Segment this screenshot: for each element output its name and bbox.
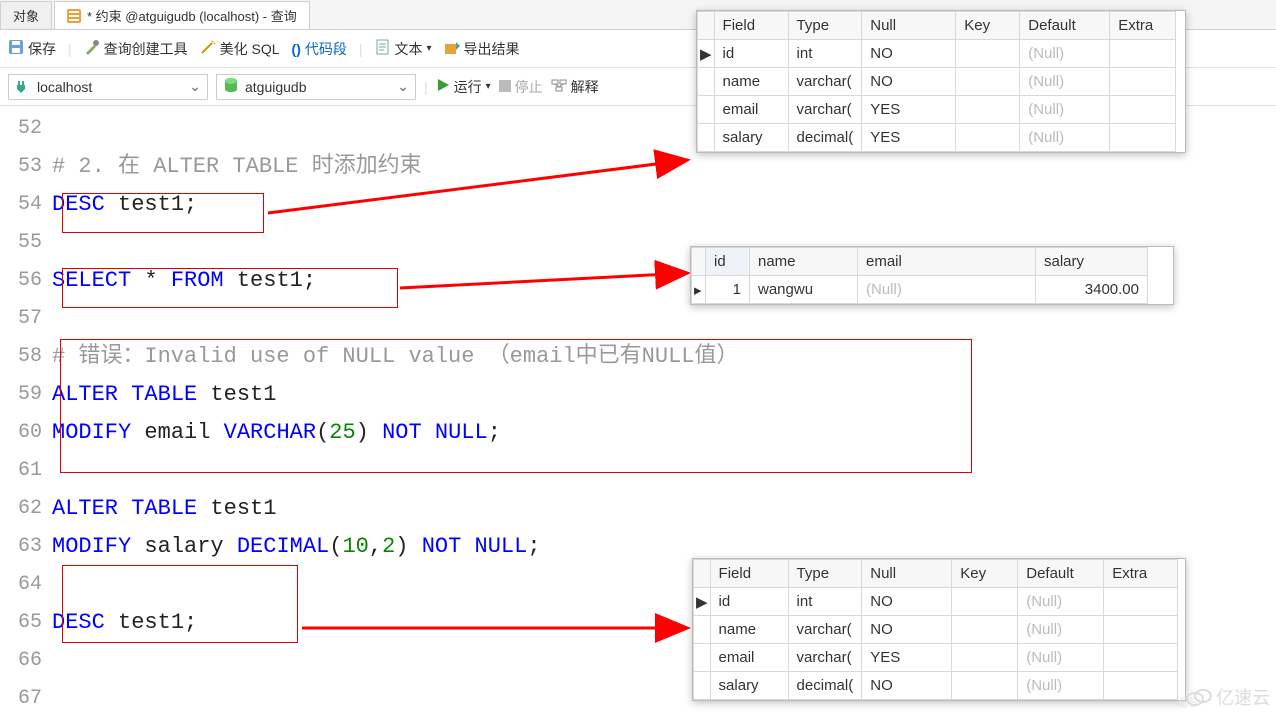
- highlight-box: [62, 268, 398, 308]
- col-header[interactable]: Field: [714, 12, 788, 40]
- highlight-box: [62, 193, 264, 233]
- tool-icon: [84, 39, 100, 58]
- label: 美化 SQL: [220, 39, 280, 59]
- save-button[interactable]: 保存: [8, 39, 56, 59]
- table-row[interactable]: emailvarchar(YES(Null): [698, 96, 1176, 124]
- wand-icon: [200, 39, 216, 58]
- label: 文本: [395, 39, 423, 59]
- db-icon: [223, 77, 239, 96]
- watermark: 亿速云: [1186, 684, 1270, 710]
- label: 代码段: [305, 39, 347, 59]
- play-icon: [436, 78, 450, 95]
- table-row[interactable]: namevarchar(NO(Null): [694, 616, 1178, 644]
- export-button[interactable]: 导出结果: [444, 39, 520, 59]
- value: localhost: [37, 79, 92, 95]
- chevron-down-icon: ⌄: [397, 78, 409, 95]
- export-icon: [444, 39, 460, 58]
- highlight-box: [60, 339, 972, 473]
- connection-select[interactable]: localhost ⌄: [8, 74, 208, 100]
- stop-icon: [499, 79, 511, 95]
- col-header[interactable]: Type: [788, 12, 862, 40]
- table-row[interactable]: ▸1wangwu(Null)3400.00: [692, 276, 1148, 304]
- doc-icon: [375, 39, 391, 58]
- table-row[interactable]: namevarchar(NO(Null): [698, 68, 1176, 96]
- plug-icon: [15, 77, 31, 96]
- label: 导出结果: [464, 39, 520, 59]
- table-icon: [67, 9, 81, 23]
- tab-label: 对象: [13, 6, 39, 25]
- col-header[interactable]: Default: [1020, 12, 1110, 40]
- chevron-down-icon: ▾: [486, 81, 491, 92]
- tab-objects[interactable]: 对象: [0, 1, 52, 29]
- col-header[interactable]: email: [858, 248, 1036, 276]
- highlight-box: [62, 565, 298, 643]
- col-header[interactable]: Key: [956, 12, 1020, 40]
- label: 保存: [28, 39, 56, 59]
- grid[interactable]: FieldTypeNullKeyDefaultExtra▶idintNO(Nul…: [697, 11, 1176, 152]
- table-row[interactable]: salarydecimal(NO(Null): [694, 672, 1178, 700]
- explain-button[interactable]: 解释: [551, 77, 599, 97]
- result-desc-1: FieldTypeNullKeyDefaultExtra▶idintNO(Nul…: [696, 10, 1186, 153]
- result-desc-2: FieldTypeNullKeyDefaultExtra▶idintNO(Nul…: [692, 558, 1186, 701]
- col-header[interactable]: Type: [788, 560, 862, 588]
- col-header[interactable]: id: [706, 248, 750, 276]
- table-row[interactable]: emailvarchar(YES(Null): [694, 644, 1178, 672]
- col-header[interactable]: Null: [862, 560, 952, 588]
- tab-query[interactable]: * 约束 @atguigudb (localhost) - 查询: [54, 1, 310, 29]
- col-header[interactable]: Field: [710, 560, 788, 588]
- col-header[interactable]: Default: [1018, 560, 1104, 588]
- table-row[interactable]: ▶idintNO(Null): [694, 588, 1178, 616]
- stop-button[interactable]: 停止: [499, 77, 543, 97]
- line-gutter: 52535455565758596061626364656667: [0, 106, 52, 718]
- save-icon: [8, 39, 24, 58]
- label: 解释: [571, 77, 599, 97]
- chevron-down-icon: ⌄: [189, 78, 201, 95]
- col-header[interactable]: Key: [952, 560, 1018, 588]
- text-button[interactable]: 文本 ▾: [375, 39, 432, 59]
- run-button[interactable]: 运行 ▾: [436, 77, 491, 97]
- table-row[interactable]: ▶idintNO(Null): [698, 40, 1176, 68]
- col-header[interactable]: Extra: [1110, 12, 1176, 40]
- snippet-button[interactable]: () 代码段: [292, 39, 347, 59]
- database-select[interactable]: atguigudb ⌄: [216, 74, 416, 100]
- value: atguigudb: [245, 79, 307, 95]
- grid[interactable]: FieldTypeNullKeyDefaultExtra▶idintNO(Nul…: [693, 559, 1178, 700]
- table-row[interactable]: salarydecimal(YES(Null): [698, 124, 1176, 152]
- explain-icon: [551, 77, 567, 96]
- beautify-button[interactable]: 美化 SQL: [200, 39, 280, 59]
- label: 运行: [454, 77, 482, 97]
- tab-label: * 约束 @atguigudb (localhost) - 查询: [87, 6, 297, 25]
- label: 停止: [515, 77, 543, 97]
- result-select: idnameemailsalary▸1wangwu(Null)3400.00: [690, 246, 1174, 305]
- col-header[interactable]: salary: [1036, 248, 1148, 276]
- query-builder-button[interactable]: 查询创建工具: [84, 39, 188, 59]
- parens-icon: (): [292, 41, 301, 57]
- grid[interactable]: idnameemailsalary▸1wangwu(Null)3400.00: [691, 247, 1148, 304]
- label: 查询创建工具: [104, 39, 188, 59]
- line-53: # 2. 在 ALTER TABLE 时添加约束: [52, 148, 1276, 186]
- col-header[interactable]: name: [750, 248, 858, 276]
- line-62: ALTER TABLE test1: [52, 490, 1276, 528]
- col-header[interactable]: Null: [862, 12, 956, 40]
- chevron-down-icon: ▾: [427, 43, 432, 54]
- col-header[interactable]: Extra: [1104, 560, 1178, 588]
